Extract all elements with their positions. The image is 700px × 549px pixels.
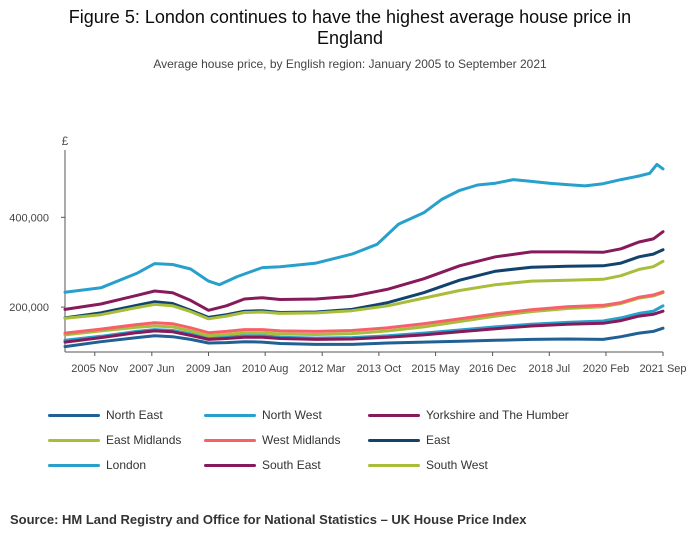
legend-item-east-midlands[interactable]: East Midlands	[48, 431, 181, 449]
legend-swatch	[204, 463, 256, 467]
series-line-north-east	[63, 326, 665, 349]
y-axis-label: £	[62, 134, 69, 148]
x-tick-label: 2007 Jun	[129, 363, 174, 375]
chart-title-line-1: Figure 5: London continues to have the h…	[68, 7, 632, 27]
x-tick-label: 2009 Jan	[186, 363, 231, 375]
x-tick-label: 2012 Mar	[299, 363, 346, 375]
x-tick-label: 2013 Oct	[357, 363, 402, 375]
chart-axes: £200,000 400,000 2005 Nov 2007 Jun 2009 Jan 2…	[9, 134, 686, 375]
legend-label: Yorkshire and The Humber	[426, 408, 569, 422]
x-tick-label: 2015 May	[411, 363, 460, 375]
legend-swatch	[368, 413, 420, 417]
legend-swatch	[48, 463, 100, 467]
chart-lines	[63, 162, 665, 349]
series-line-london	[63, 162, 665, 294]
legend-label: East Midlands	[106, 433, 182, 447]
x-tick-label: 2018 Jul	[528, 363, 570, 375]
legend-label: West Midlands	[262, 433, 341, 447]
series-line-south-west	[63, 259, 665, 321]
x-tick-label: 2020 Feb	[583, 363, 629, 375]
chart-title: Figure 5: London continues to have the h…	[0, 7, 700, 49]
y-tick-label: 400,000	[9, 212, 49, 224]
legend-swatch	[48, 413, 100, 417]
legend-label: South East	[262, 458, 321, 472]
legend-item-yorkshire-and-the-humber[interactable]: Yorkshire and The Humber	[368, 406, 569, 424]
y-tick-label: 200,000	[9, 302, 49, 314]
legend-swatch	[368, 438, 420, 442]
legend-label: North East	[106, 408, 163, 422]
legend-label: London	[106, 458, 147, 472]
x-tick-label: 2021 Sep	[639, 363, 686, 375]
legend-item-london[interactable]: London	[48, 456, 146, 474]
series-line-west-midlands	[63, 290, 665, 335]
legend-label: North West	[262, 408, 322, 422]
legend-item-north-west[interactable]: North West	[204, 406, 322, 424]
chart-source: Source: HM Land Registry and Office for …	[10, 512, 527, 527]
legend-item-east[interactable]: East	[368, 431, 450, 449]
legend-item-west-midlands[interactable]: West Midlands	[204, 431, 340, 449]
legend-swatch	[204, 413, 256, 417]
legend-item-south-west[interactable]: South West	[368, 456, 488, 474]
legend-item-north-east[interactable]: North East	[48, 406, 163, 424]
chart-title-line-2: England	[316, 28, 384, 48]
x-tick-label: 2005 Nov	[71, 363, 119, 375]
chart-subtitle: Average house price, by English region: …	[153, 57, 547, 71]
x-tick-label: 2016 Dec	[469, 363, 517, 375]
series-line-south-east	[63, 230, 665, 312]
x-tick-label: 2010 Aug	[242, 363, 289, 375]
legend-item-south-east[interactable]: South East	[204, 456, 321, 474]
series-line-yorkshire-and-the-humber	[63, 309, 665, 344]
legend-swatch	[48, 438, 100, 442]
legend-label: East	[426, 433, 451, 447]
legend-label: South West	[426, 458, 488, 472]
line-chart: £200,000 400,000 2005 Nov 2007 Jun 2009 Jan 2…	[9, 134, 686, 375]
legend-swatch	[204, 438, 256, 442]
legend-swatch	[368, 463, 420, 467]
